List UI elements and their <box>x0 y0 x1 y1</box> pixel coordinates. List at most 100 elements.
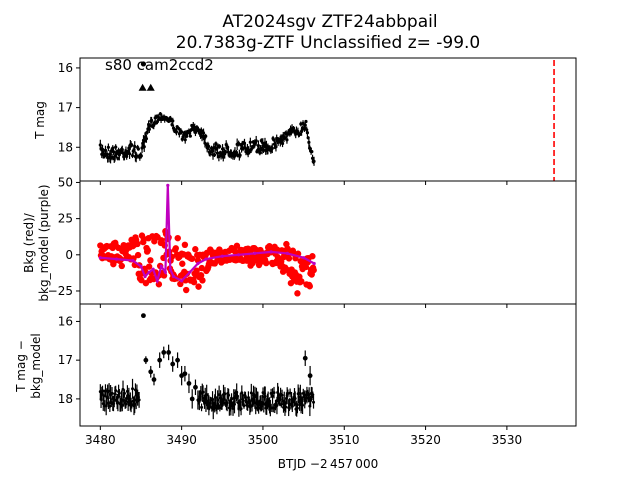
y-tick-label: 18 <box>58 140 73 154</box>
data-point <box>170 361 176 367</box>
data-point <box>295 406 299 410</box>
data-point <box>285 138 289 142</box>
x-tick-label: 3520 <box>410 433 441 447</box>
ylabel-panel2-line2: bkg_model (purple) <box>37 184 51 301</box>
data-point <box>122 398 126 402</box>
data-point <box>214 142 218 146</box>
data-point <box>291 126 296 130</box>
background-point <box>147 257 154 264</box>
data-point <box>158 112 162 116</box>
data-point <box>232 402 236 406</box>
background-model-point <box>312 261 316 266</box>
background-model-point <box>114 257 119 261</box>
data-point <box>284 405 288 409</box>
data-point <box>142 145 146 149</box>
data-point <box>183 138 187 142</box>
data-point <box>283 136 287 140</box>
data-point <box>307 393 311 397</box>
data-point <box>130 143 134 147</box>
data-point <box>175 357 180 363</box>
background-point <box>118 262 125 270</box>
data-point <box>312 159 316 163</box>
data-point <box>301 403 305 407</box>
background-model-point <box>159 264 163 268</box>
background-model-point <box>188 270 192 274</box>
data-point <box>122 391 126 395</box>
data-point <box>133 144 137 149</box>
data-point <box>239 407 243 411</box>
data-point <box>200 134 204 139</box>
background-point <box>197 272 205 279</box>
background-model-point <box>155 279 159 283</box>
x-tick-label: 3500 <box>248 433 279 447</box>
data-point <box>238 153 242 157</box>
data-point <box>133 388 137 392</box>
data-point <box>124 402 128 406</box>
background-model-point <box>196 261 200 266</box>
background-point <box>309 253 316 260</box>
background-model-point <box>168 267 172 271</box>
data-point <box>128 152 132 156</box>
background-model-point <box>163 270 167 274</box>
figure-title-line2: 20.7383g-ZTF Unclassified z= -99.0 <box>176 33 481 53</box>
data-point <box>311 393 315 397</box>
background-model-point <box>166 183 170 187</box>
data-point <box>161 350 167 355</box>
data-point <box>149 118 154 122</box>
ylabel-panel3-line2: bkg_model <box>29 333 43 399</box>
background-point <box>134 240 141 248</box>
ylabel-panel2-line1: Bkg (red)/ <box>22 212 36 273</box>
data-point <box>147 127 151 131</box>
data-point <box>263 394 267 398</box>
background-model-point <box>253 251 257 255</box>
data-point <box>101 389 105 393</box>
data-point <box>186 380 192 386</box>
background-point <box>192 246 199 253</box>
background-model-point <box>204 257 208 261</box>
data-point <box>303 399 307 403</box>
y-tick-label: 16 <box>58 61 73 75</box>
data-point <box>114 389 118 393</box>
background-model-point <box>285 251 289 255</box>
data-point <box>106 145 110 149</box>
data-point <box>218 144 222 149</box>
background-point <box>233 242 241 249</box>
background-model-point <box>171 274 176 279</box>
background-model-point <box>236 253 241 257</box>
data-point <box>274 145 278 149</box>
data-point <box>262 402 266 406</box>
data-point <box>272 391 276 395</box>
data-point <box>143 357 149 363</box>
background-panel: 50 25 0 −25 <box>48 175 577 308</box>
data-point <box>166 350 172 355</box>
data-point <box>256 144 260 148</box>
data-point <box>305 131 310 135</box>
data-point <box>106 401 110 405</box>
background-point <box>172 245 179 252</box>
data-point <box>205 393 209 397</box>
data-point <box>141 138 146 142</box>
data-point <box>188 131 192 135</box>
outlier-point <box>140 61 147 67</box>
data-point <box>254 139 258 143</box>
data-point <box>227 393 231 397</box>
y-tick-label: 18 <box>58 392 73 406</box>
data-point <box>110 391 114 395</box>
data-point <box>271 394 275 398</box>
upper-limit-triangle <box>138 83 147 91</box>
data-point <box>213 395 217 399</box>
background-point <box>190 278 198 286</box>
data-point <box>117 391 121 395</box>
data-point <box>155 120 160 124</box>
data-point <box>249 391 253 395</box>
data-point <box>257 406 261 410</box>
data-point <box>275 403 279 407</box>
data-point <box>114 145 118 149</box>
background-point <box>174 234 181 242</box>
data-point <box>188 134 192 138</box>
data-point <box>302 355 308 361</box>
data-point <box>312 400 316 404</box>
data-point <box>290 397 294 401</box>
background-point <box>195 283 202 290</box>
data-point <box>189 396 195 402</box>
